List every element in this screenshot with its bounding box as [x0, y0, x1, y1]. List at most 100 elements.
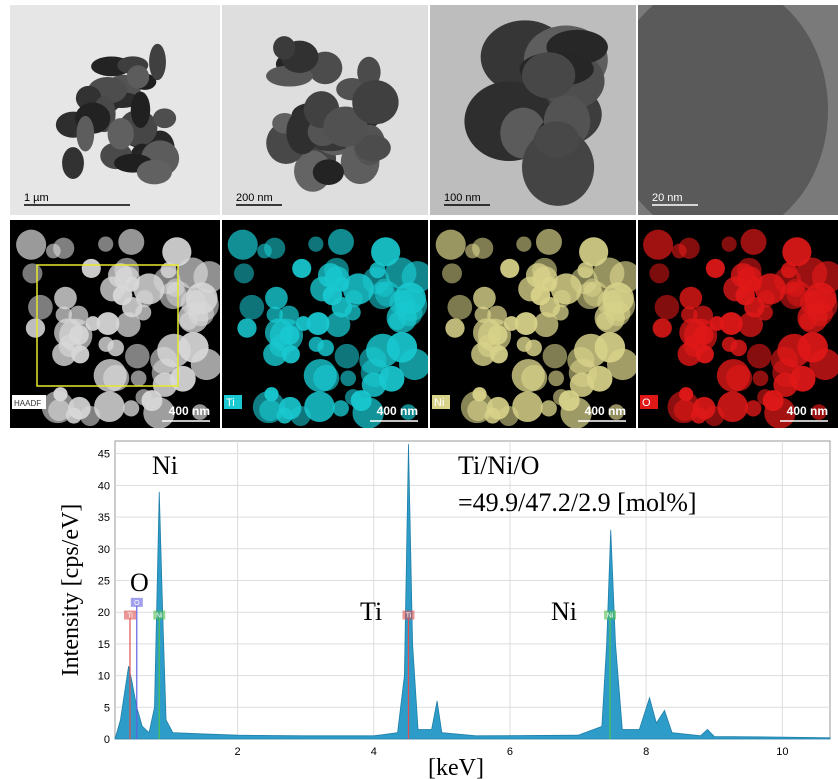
particle	[533, 312, 559, 338]
particle	[695, 345, 714, 364]
particle	[447, 294, 473, 320]
map-label: Ni	[434, 397, 444, 409]
particle	[638, 5, 828, 215]
map-content: O 400 nm	[638, 220, 838, 428]
annotation: Ni	[551, 597, 577, 626]
particle	[649, 263, 670, 284]
particle	[357, 56, 381, 88]
particle	[540, 400, 557, 417]
particle	[122, 400, 140, 417]
map-label-bg	[224, 395, 242, 409]
scale-label: 400 nm	[169, 404, 210, 418]
element-tag-label: Ni	[607, 613, 614, 620]
particle	[719, 312, 743, 335]
particle	[579, 237, 609, 267]
x-tick-label: 8	[643, 746, 649, 758]
particle	[176, 257, 208, 289]
particle	[96, 312, 120, 335]
particle	[334, 343, 360, 369]
particle	[85, 316, 101, 331]
particle	[796, 257, 828, 289]
tem-content: 1 µm	[10, 5, 220, 215]
particle	[333, 276, 349, 292]
particle	[312, 159, 344, 186]
y-tick-label: 10	[98, 671, 110, 683]
roi-box	[36, 264, 179, 387]
scale-label: 400 nm	[585, 404, 626, 418]
particle	[514, 312, 538, 335]
particle	[69, 325, 89, 345]
particle	[252, 390, 286, 424]
tem-image: 100 nm	[430, 5, 636, 215]
x-axis-label: [keV]	[428, 755, 484, 779]
particle	[652, 318, 672, 338]
particle	[693, 325, 714, 345]
particle	[94, 391, 125, 423]
plot-bg	[114, 440, 831, 740]
particle	[705, 258, 725, 279]
particle	[678, 237, 700, 259]
y-tick-label: 45	[98, 449, 110, 461]
particle	[281, 345, 300, 364]
particle	[345, 290, 363, 308]
x-tick-label: 6	[507, 746, 513, 758]
y-tick-label: 35	[98, 512, 110, 524]
particle	[53, 237, 75, 259]
map-image: HAADF 400 nm	[10, 220, 220, 428]
particle	[124, 276, 140, 292]
particle	[489, 345, 508, 364]
tem-content: 100 nm	[430, 5, 636, 215]
particle	[535, 228, 562, 255]
y-tick-label: 40	[98, 480, 110, 492]
particle	[149, 43, 166, 81]
particle	[332, 400, 349, 417]
particle	[548, 370, 565, 387]
particle	[126, 65, 150, 89]
particle	[107, 118, 134, 150]
particle	[28, 294, 53, 320]
particle	[324, 257, 349, 283]
particle	[98, 336, 114, 352]
spectrum-area	[114, 444, 831, 740]
particle	[677, 342, 702, 367]
x-tick-label: 4	[371, 746, 377, 758]
y-tick-label: 20	[98, 607, 110, 619]
particle	[153, 267, 181, 295]
particle	[503, 316, 519, 331]
particle	[306, 312, 330, 335]
particle	[721, 236, 737, 252]
particle	[114, 257, 140, 283]
particle	[679, 286, 703, 310]
particle	[709, 316, 725, 331]
map-content: HAADF 400 nm	[10, 220, 220, 428]
map-label-bg	[432, 395, 450, 409]
particle	[162, 237, 192, 267]
annotation: Ti	[360, 597, 382, 626]
y-tick-label: 15	[98, 639, 110, 651]
particle	[130, 91, 151, 128]
particle	[192, 404, 208, 420]
particle	[500, 258, 520, 279]
element-tag-label: O	[134, 600, 140, 607]
particle	[472, 237, 494, 259]
particle	[717, 391, 748, 423]
particle	[136, 159, 172, 185]
particle	[295, 316, 311, 331]
annotation: O	[130, 568, 149, 597]
map-content: Ni 400 nm	[430, 220, 636, 428]
particle	[516, 236, 532, 252]
particle	[239, 294, 265, 320]
tem-image: 200 nm	[222, 5, 428, 215]
particle	[400, 404, 417, 420]
particle	[654, 294, 680, 320]
annotation: Ni	[152, 451, 178, 480]
particle	[435, 229, 466, 260]
particle	[460, 390, 494, 424]
particle	[264, 237, 286, 259]
particle	[340, 370, 357, 387]
particle	[25, 318, 46, 338]
particle	[804, 288, 838, 322]
particle	[532, 257, 557, 283]
particle	[125, 343, 150, 369]
